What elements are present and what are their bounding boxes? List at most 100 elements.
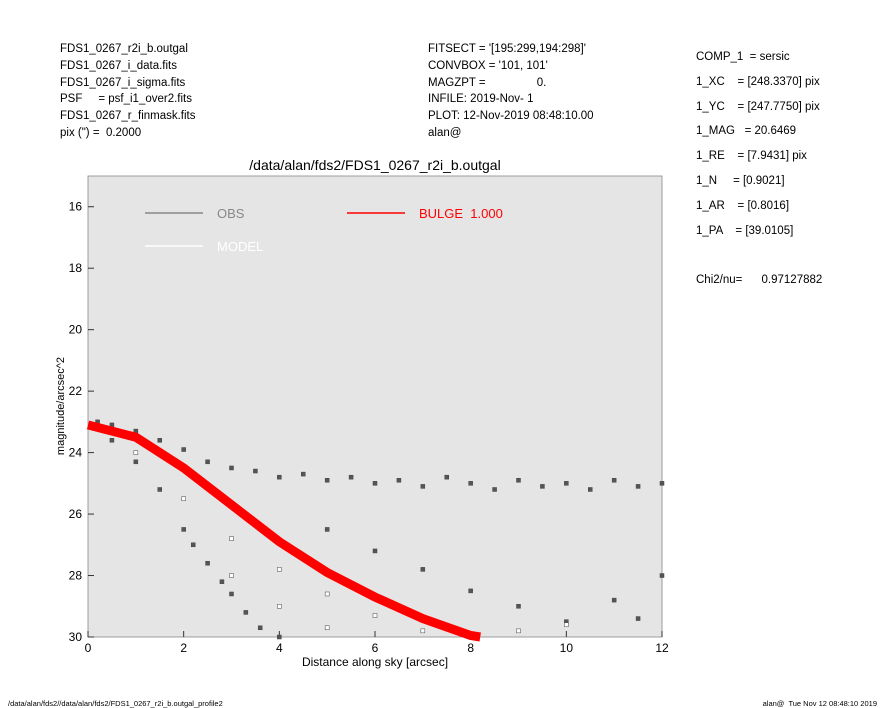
data-point [277, 634, 282, 640]
header-line: alan@ [428, 126, 462, 139]
data-point [243, 610, 249, 615]
x-tick-label: 12 [655, 641, 669, 655]
header-line: pix (") = 0.2000 [60, 126, 142, 139]
data-point [190, 542, 196, 548]
header-line: INFILE: 2019-Nov- 1 [428, 93, 534, 106]
data-point [492, 487, 497, 492]
y-tick-label: 20 [69, 323, 83, 337]
data-point [372, 548, 378, 554]
data-point [372, 481, 378, 486]
chart-title: /data/alan/fds2/FDS1_0267_r2i_b.outgal [249, 157, 500, 173]
data-point [277, 567, 282, 572]
data-point [611, 478, 617, 483]
header-line: FDS1_0267_r_finmask.fits [60, 110, 196, 123]
header-left: FDS1_0267_r2i_b.outgal FDS1_0267_i_data.f… [60, 41, 196, 142]
data-point [253, 468, 258, 474]
data-point [205, 560, 210, 566]
data-point [181, 527, 186, 532]
data-point [324, 478, 330, 483]
data-point [133, 450, 139, 455]
data-point [372, 613, 378, 618]
data-point [257, 625, 263, 631]
header-line: MAGZPT = 0. [428, 76, 547, 89]
data-point [229, 465, 234, 471]
data-point [516, 628, 521, 634]
y-tick-label: 30 [69, 630, 83, 644]
data-point [588, 487, 593, 492]
header-line: FDS1_0267_i_sigma.fits [60, 76, 186, 89]
data-point [396, 478, 402, 483]
data-point [324, 591, 330, 597]
data-point [420, 567, 426, 572]
header-line: FDS1_0267_r2i_b.outgal [60, 43, 188, 55]
data-point [468, 481, 473, 486]
y-tick-label: 16 [69, 200, 83, 214]
data-point [516, 604, 521, 609]
data-point [229, 573, 234, 578]
data-point [635, 616, 641, 621]
data-point [109, 438, 115, 443]
data-point [420, 484, 426, 489]
data-point [301, 471, 306, 477]
fit-parameter: 1_XC = [248.3370] pix [696, 75, 820, 88]
x-tick-label: 2 [180, 641, 187, 655]
header-line: FITSECT = '[195:299,194:298]' [428, 43, 586, 55]
data-point [205, 459, 210, 465]
data-point [564, 622, 569, 627]
header-right: COMP_1 = sersic 1_XC = [248.3370] pix 1_YC… [696, 45, 822, 293]
header-middle: FITSECT = '[195:299,194:298]' CONVBOX = '… [428, 41, 594, 142]
fit-parameter: 1_AR = [0.8016] [696, 199, 790, 212]
legend-label: OBS [217, 206, 245, 221]
data-point [157, 438, 162, 443]
data-point [635, 484, 641, 489]
plot-area [87, 175, 663, 638]
header-line: PLOT: 12-Nov-2019 08:48:10.00 [428, 110, 594, 123]
data-point [348, 474, 354, 480]
data-point [229, 536, 234, 541]
data-point [444, 474, 449, 480]
data-point [468, 588, 473, 594]
footer-left: /data/alan/fds2//data/alan/fds2/FDS1_026… [8, 699, 223, 708]
data-point [540, 484, 545, 489]
data-point [420, 628, 426, 634]
data-point [659, 481, 665, 486]
y-tick-label: 26 [69, 507, 83, 521]
x-tick-label: 10 [560, 641, 574, 655]
data-point [277, 604, 282, 609]
y-tick-label: 28 [69, 569, 83, 583]
fit-parameter: 1_YC = [247.7750] pix [696, 100, 820, 113]
x-tick-label: 8 [467, 641, 474, 655]
fit-parameter: 1_PA = [39.0105] [696, 224, 794, 237]
header-line: FDS1_0267_i_data.fits [60, 59, 177, 72]
data-point [611, 597, 617, 603]
data-point [324, 625, 330, 631]
data-point [324, 527, 330, 532]
data-point [659, 573, 665, 578]
x-tick-label: 4 [276, 641, 283, 655]
fit-parameter: 1_N = [0.9021] [696, 174, 785, 187]
header-line: PSF = psf_i1_over2.fits [60, 93, 192, 106]
y-tick-label: 18 [69, 261, 83, 275]
legend-label: BULGE 1.000 [419, 206, 503, 221]
data-point [181, 496, 186, 501]
data-point [564, 481, 569, 486]
legend-label: MODEL [217, 239, 263, 254]
x-tick-label: 0 [85, 641, 92, 655]
x-axis-label: Distance along sky [arcsec] [302, 655, 448, 669]
fit-parameter: COMP_1 = sersic [696, 51, 790, 63]
data-point [229, 591, 234, 597]
data-point [133, 459, 139, 465]
footer-right: alan@ Tue Nov 12 08:48:10 2019 [762, 699, 877, 708]
data-point [181, 447, 186, 452]
model-curve [86, 420, 481, 642]
header-line: CONVBOX = '101, 101' [428, 59, 548, 72]
fit-parameter: 1_RE = [7.9431] pix [696, 150, 807, 163]
data-point [157, 487, 162, 492]
data-point [219, 579, 225, 584]
y-tick-label: 24 [69, 446, 83, 460]
fit-parameter: 1_MAG = 20.6469 [696, 125, 797, 138]
y-axis-label: magnitude/arcsec^2 [55, 357, 67, 455]
fit-parameter: Chi2/nu= 0.97127882 [696, 274, 823, 287]
